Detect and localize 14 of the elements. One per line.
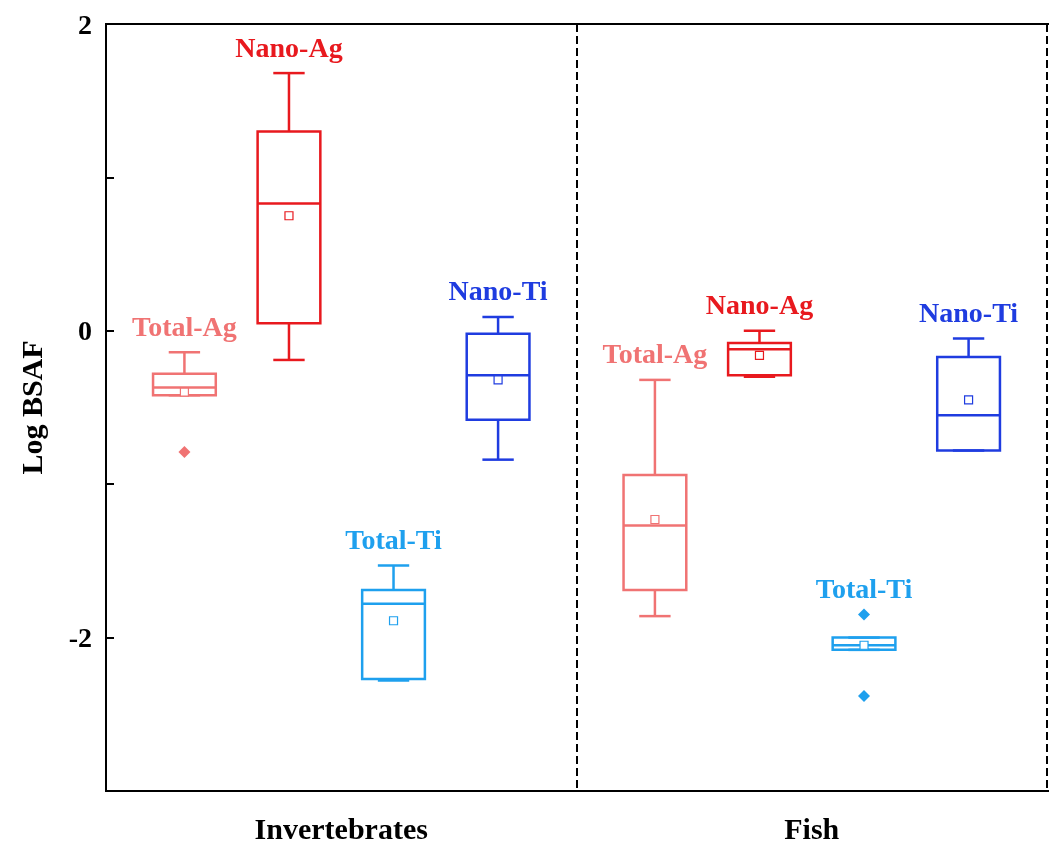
y-axis-title: Log BSAF — [14, 340, 48, 475]
series-label: Total-Ag — [132, 310, 237, 342]
y-tick-label: -2 — [68, 622, 92, 654]
text: Total-Ag — [602, 338, 708, 370]
text: Nano-Ti — [919, 296, 1019, 328]
series-label: Nano-Ag — [705, 289, 814, 321]
text: Total-Ti — [345, 524, 442, 555]
series-label: Nano-Ti — [448, 275, 548, 307]
x-tick-label: Invertebrates — [254, 811, 428, 845]
y-tick-label: 2 — [78, 8, 92, 40]
text: Nano-Ag — [235, 31, 343, 63]
series-label: Total-Ti — [815, 573, 913, 605]
x-tick-label: Fish — [784, 811, 840, 845]
y-tick-label: 0 — [78, 315, 92, 347]
